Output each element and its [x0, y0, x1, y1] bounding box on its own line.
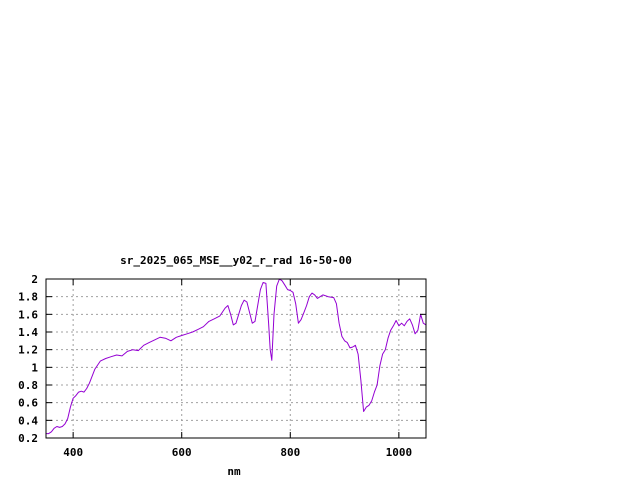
- x-tick-label: 400: [63, 446, 83, 459]
- x-tick-labels: 400 600 800 1000: [63, 446, 412, 459]
- y-tick-label: 0.2: [18, 432, 38, 445]
- grid-lines: [46, 279, 426, 438]
- y-tick-label: 0.6: [18, 397, 38, 410]
- series-layer: [46, 278, 427, 435]
- series-line: [46, 278, 427, 435]
- y-tick-label: 1: [31, 361, 38, 374]
- x-tick-label: 800: [280, 446, 300, 459]
- chart-title: sr_2025_065_MSE__y02_r_rad 16-50-00: [120, 254, 352, 267]
- y-tick-label: 0.8: [18, 379, 38, 392]
- y-tick-label: 2: [31, 273, 38, 286]
- x-tick-label: 600: [172, 446, 192, 459]
- x-axis-label: nm: [227, 465, 241, 478]
- y-tick-label: 1.6: [18, 308, 38, 321]
- y-tick-labels: 0.2 0.4 0.6 0.8 1 1.2 1.4 1.6 1.8 2: [18, 273, 38, 445]
- x-tick-label: 1000: [386, 446, 413, 459]
- plot-border: [45, 278, 427, 439]
- y-tick-label: 0.4: [18, 414, 38, 427]
- axis-ticks: [46, 278, 426, 439]
- y-tick-label: 1.2: [18, 344, 38, 357]
- y-tick-label: 1.8: [18, 291, 38, 304]
- y-tick-label: 1.4: [18, 326, 38, 339]
